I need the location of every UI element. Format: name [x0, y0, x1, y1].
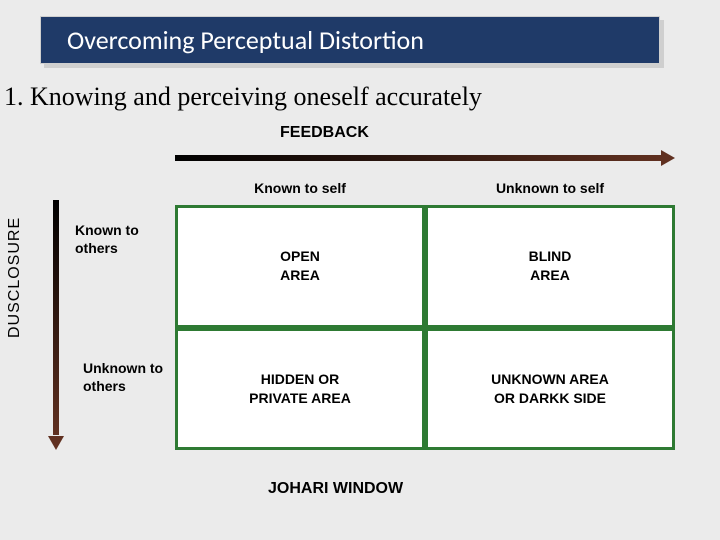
diagram-caption: JOHARI WINDOW — [268, 480, 403, 498]
feedback-arrow — [175, 152, 675, 164]
feedback-arrow-head-icon — [661, 150, 675, 166]
feedback-arrow-line — [175, 155, 663, 161]
feedback-axis-label: FEEDBACK — [280, 124, 369, 142]
cell-hidden-label: HIDDEN ORPRIVATE AREA — [249, 370, 351, 408]
cell-unknown-area: UNKNOWN AREAOR DARKK SIDE — [425, 328, 675, 451]
disclosure-arrow-head-icon — [48, 436, 64, 450]
johari-grid: OPENAREA BLINDAREA HIDDEN ORPRIVATE AREA… — [175, 205, 675, 450]
column-header-known: Known to self — [175, 180, 425, 196]
disclosure-arrow-line — [53, 200, 59, 435]
cell-open-area: OPENAREA — [175, 205, 425, 328]
numbered-list-item: 1. Knowing and perceiving oneself accura… — [4, 82, 482, 112]
slide-title: Overcoming Perceptual Distortion — [67, 24, 424, 56]
title-container: Overcoming Perceptual Distortion — [40, 16, 660, 64]
cell-hidden-area: HIDDEN ORPRIVATE AREA — [175, 328, 425, 451]
cell-blind-label: BLINDAREA — [529, 247, 572, 285]
list-text: Knowing and perceiving oneself accuratel… — [30, 82, 482, 111]
column-header-unknown: Unknown to self — [425, 180, 675, 196]
list-number: 1. — [4, 82, 24, 111]
cell-unknown-label: UNKNOWN AREAOR DARKK SIDE — [491, 370, 609, 408]
column-headers: Known to self Unknown to self — [175, 180, 675, 196]
disclosure-arrow — [50, 200, 62, 450]
row-header-known: Known to others — [75, 222, 165, 257]
title-bar: Overcoming Perceptual Distortion — [40, 16, 660, 64]
cell-blind-area: BLINDAREA — [425, 205, 675, 328]
row-header-unknown: Unknown to others — [83, 360, 173, 395]
disclosure-axis-label: DUSCLOSURE — [6, 217, 24, 338]
cell-open-label: OPENAREA — [280, 247, 320, 285]
